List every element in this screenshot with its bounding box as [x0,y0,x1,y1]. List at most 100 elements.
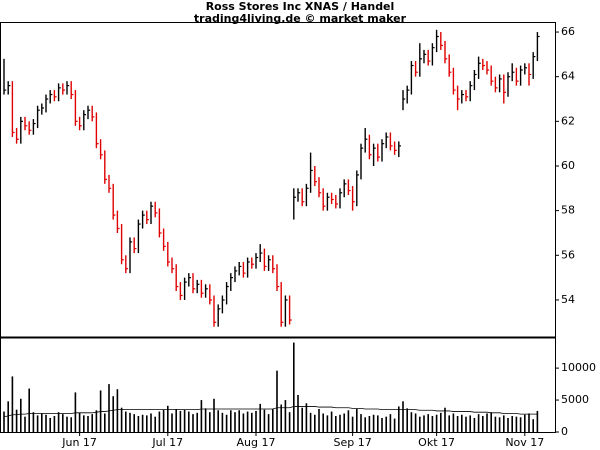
volume-bar [70,417,72,432]
volume-bar [435,414,438,432]
volume-bar [293,342,295,432]
volume-bar [221,412,224,432]
volume-bar [74,392,77,432]
volume-bar [196,412,198,432]
volume-bar [133,414,135,432]
volume-bar [482,416,484,432]
volume-bar [301,407,303,432]
volume-bar [309,412,312,432]
volume-bar [83,415,85,432]
volume-bar [486,413,488,432]
volume-bar [53,416,56,432]
volume-bar [507,417,509,432]
volume-bar [280,404,282,432]
volume-bar [335,416,337,432]
volume-bar [469,415,471,432]
volume-bar [515,416,518,432]
volume-bar [402,401,404,432]
volume-bar [288,412,291,432]
volume-bar [57,412,60,432]
volume-bar [255,410,257,432]
volume-bar [246,411,249,432]
volume-bar [158,411,161,432]
x-tick-label: Jul 17 [151,436,183,449]
x-tick-label: Jun 17 [61,436,97,449]
volume-bar [406,408,408,432]
volume-bar [431,416,434,432]
volume-bar [498,417,501,432]
volume-bar [528,413,530,432]
volume-bar [297,394,299,432]
volume-bar [91,414,93,432]
volume-bar [393,418,396,432]
volume-bar [28,388,30,432]
volume-bar [167,405,169,432]
volume-bar [377,415,379,432]
volume-bar [427,414,429,432]
volume-bar [41,413,43,432]
volume-bar [477,414,480,432]
volume-bar [318,409,320,432]
y-tick-label: 66 [561,25,575,38]
plot-frame [0,22,556,433]
volume-bar [45,414,47,432]
volume-bar [490,412,492,432]
volume-bar [276,370,278,432]
volume-bar [120,407,123,432]
volume-bar [398,406,400,432]
volume-bar [494,416,497,432]
volume-bar [95,410,98,432]
volume-bar [112,396,114,432]
volume-bar [452,413,455,432]
volume-bar [251,412,253,432]
volume-bar [385,416,387,432]
volume-bar [263,409,266,432]
volume-bar [351,416,354,432]
volume-average [3,406,538,418]
volume-bar [389,414,392,432]
volume-bar [532,419,534,432]
volume-bar [473,417,476,432]
volume-bar [36,415,39,432]
volume-bar [272,409,274,432]
x-tick-label: Sep 17 [333,436,371,449]
volume-bar [322,413,324,432]
volume-bar [330,411,333,432]
volume-bar [179,410,182,432]
y-tick-label: 56 [561,248,575,261]
volume-bar [32,412,35,432]
volume-bar [360,414,362,432]
volume-bar [87,416,89,432]
volume-bar [225,414,228,432]
y-tick-label: 62 [561,114,575,127]
volume-bar [217,410,219,432]
volume-bar [368,416,371,432]
volume-bar [188,411,190,432]
volume-bar [230,410,232,432]
volume-bar [7,401,9,432]
volume-bar [192,414,194,432]
volume-bar [200,400,203,432]
volume-bar [171,413,173,432]
volume-bar [419,416,421,432]
volume-bar [146,415,148,432]
y-tick-label: 5000 [561,393,589,406]
volume-bar [213,398,215,432]
volume-bar [356,409,358,432]
volume-bar [410,412,413,432]
y-tick-label: 10000 [561,361,596,374]
volume-bar [381,417,383,432]
volume-bar [284,400,287,432]
volume-bar [62,414,64,432]
volume-bar [234,412,236,432]
volume-bar [259,403,261,432]
volume-bar [15,409,18,432]
volume-bar [423,415,425,432]
volume-bar [305,403,308,432]
x-tick-label: Okt 17 [418,436,455,449]
volume-bar [347,410,350,432]
volume-bar [20,398,22,432]
volume-bar [238,410,240,432]
